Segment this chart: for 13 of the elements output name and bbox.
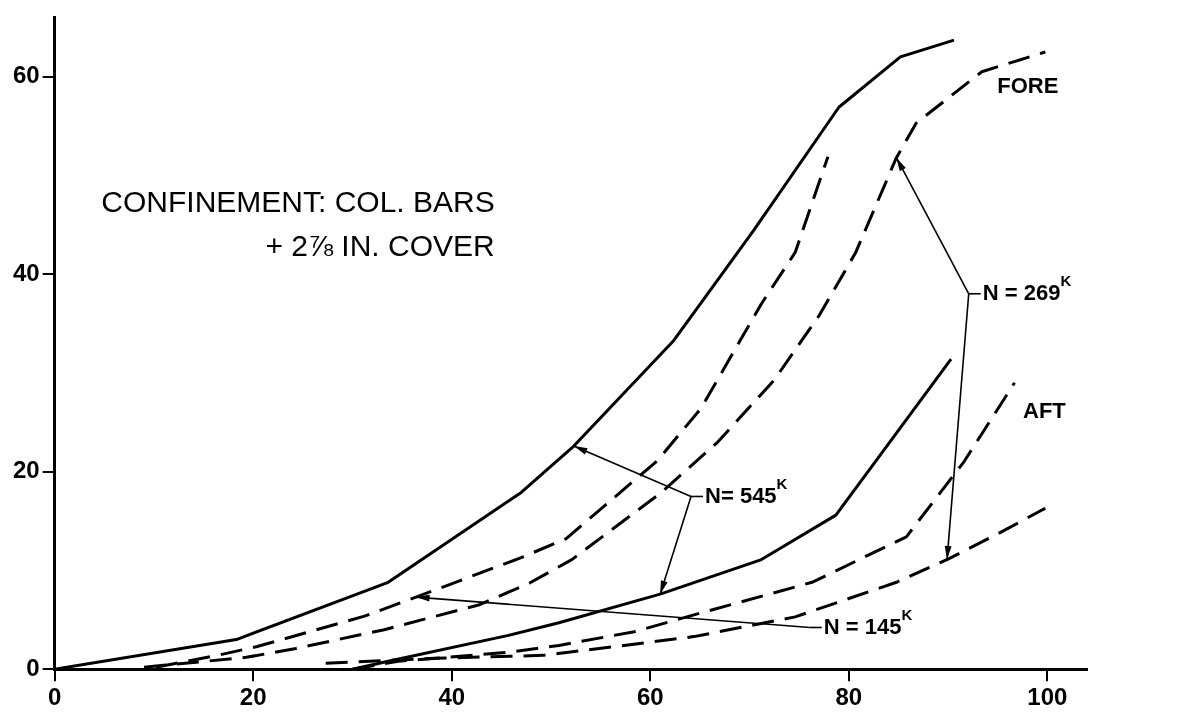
text: CONFINEMENT: COL. BARS + 2⅞ IN. COVER (101, 185, 495, 263)
x-tick-label: 100 (1027, 683, 1068, 711)
y-tick-label: 20 (12, 456, 40, 484)
x-tick-label: 20 (239, 683, 267, 711)
x-tick-label: 80 (835, 683, 863, 711)
x-tick-label: 60 (636, 683, 664, 711)
x-tick-label: 40 (438, 683, 466, 711)
y-tick-label: 40 (12, 258, 40, 286)
y-tick-label: 60 (12, 61, 40, 89)
annotation: AFT (1023, 398, 1067, 424)
x-tick-label: 0 (48, 683, 62, 711)
y-tick-label: 0 (26, 653, 40, 681)
annotation: FORE (997, 72, 1059, 98)
